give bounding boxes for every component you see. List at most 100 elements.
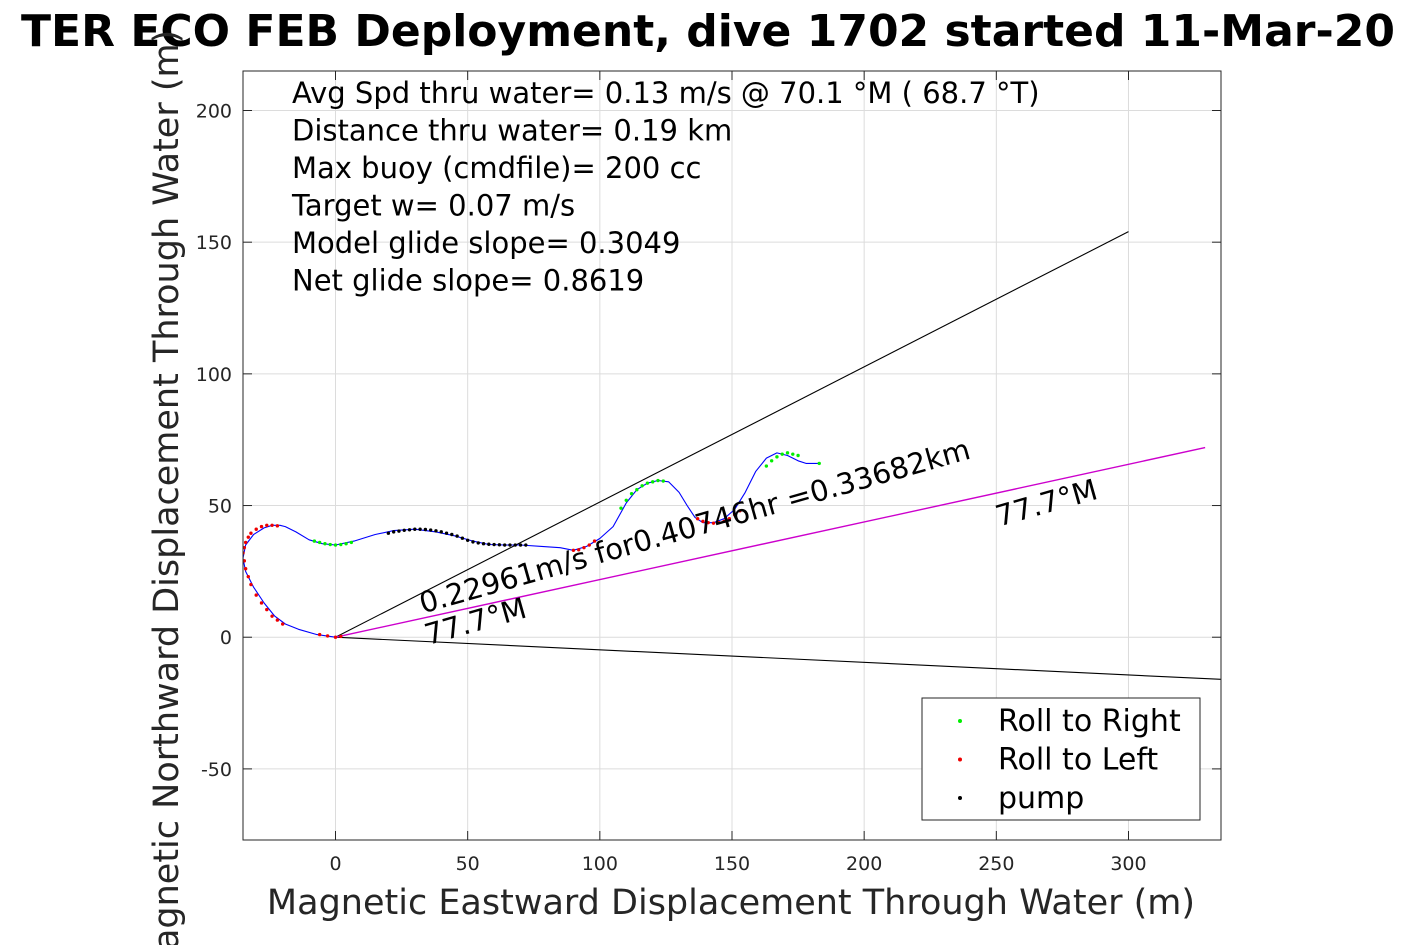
roll-to-right-point [328,542,332,547]
roll-to-left-point [701,519,705,524]
roll-to-left-point [722,519,726,524]
roll-to-right-point [619,506,623,510]
roll-to-right-point [317,540,322,545]
pump-point [481,542,486,546]
pump-point [434,529,438,533]
roll-to-right-point [764,464,769,468]
pump-point [487,542,491,546]
roll-to-left-point [727,517,732,521]
info-line: Max buoy (cmdfile)= 200 cc [292,151,701,185]
x-tick-label: 250 [978,853,1014,875]
axes-box [242,70,1222,841]
pump-point [502,543,507,547]
x-tick-label: 50 [456,853,480,875]
x-tick-label: 150 [714,853,750,875]
pump-point [492,542,496,547]
x-tick-label: 200 [846,853,882,875]
roll-to-right-point [629,491,634,496]
roll-to-left-point [259,524,264,529]
pump-point [418,527,422,531]
roll-to-left-point [243,540,248,545]
pump-point [450,532,454,537]
roll-to-left-point [270,614,274,618]
legend-label-roll-to-left: Roll to Left [998,743,1158,778]
roll-to-right-point [661,479,665,483]
legend-marker-roll-to-left [958,757,962,762]
roll-to-right-point [339,542,343,547]
roll-to-right-point [645,481,650,485]
y-tick-label: 0 [220,627,232,649]
roll-to-left-point [254,593,258,597]
x-tick-label: 300 [1110,853,1146,875]
pump-point [455,534,459,538]
roll-to-right-point [635,488,639,492]
roll-to-left-point [265,523,269,527]
roll-to-left-point [717,520,721,525]
y-tick-label: 100 [196,364,232,386]
pump-point [423,527,428,532]
roll-to-right-point [796,453,800,458]
chart-title: TER ECO FEB Deployment, dive 1702 starte… [21,6,1395,57]
info-line: Net glide slope= 0.8619 [292,264,644,298]
data-layer [243,231,1221,680]
pump-point [518,543,523,547]
roll-to-left-point [695,517,700,521]
roll-to-right-point [775,455,779,459]
info-line: Avg Spd thru water= 0.13 m/s @ 70.1 °M (… [292,76,1040,110]
roll-to-right-point [349,540,354,545]
legend-marker-pump [958,796,962,800]
roll-to-left-point [265,607,269,612]
roll-to-right-point [785,451,790,455]
roll-to-left-point [243,559,247,563]
roll-to-left-point [333,635,338,639]
roll-to-left-point [275,618,280,622]
pump-point [439,530,443,534]
pump-point [402,528,406,532]
roll-to-left-point [280,622,285,626]
y-tick-label: 150 [196,232,232,254]
roll-to-left-point [706,520,710,525]
reference-line-2 [335,446,1206,638]
grid [243,71,1221,840]
legend-label-roll-to-right: Roll to Right [998,704,1181,739]
roll-to-right-point [323,542,327,546]
roll-to-left-point [711,521,716,525]
roll-to-left-point [325,634,330,638]
roll-to-right-point [333,543,338,547]
pump-point [476,541,480,545]
roll-to-right-point [344,542,348,546]
legend-box [921,697,1201,821]
roll-to-left-point [243,545,247,550]
roll-to-left-point [738,509,742,513]
roll-to-right-point [769,459,774,463]
pump-point [508,543,512,547]
roll-to-right-point [651,480,655,484]
pump-point [391,530,396,534]
roll-to-left-point [317,632,322,637]
y-axis-label: Magnetic Northward Displacement Through … [147,30,187,945]
pump-point [513,543,517,547]
pump-point [413,527,417,531]
x-tick-label: 100 [582,853,618,875]
roll-to-left-point [275,524,280,528]
reference-line-1 [335,636,1221,680]
roll-to-left-point [254,527,258,531]
pump-point [397,529,401,533]
y-tick-label: 50 [208,496,232,518]
x-axis-label: Magnetic Eastward Displacement Through W… [267,883,1195,923]
roll-to-left-point [592,539,597,543]
roll-to-right-point [656,478,660,483]
pump-point [465,538,470,543]
y-tick-label: 200 [196,101,232,123]
roll-to-left-point [249,531,253,535]
roll-to-right-point [624,498,628,502]
info-text-block: Avg Spd thru water= 0.13 m/s @ 70.1 °M (… [291,76,1040,298]
roll-to-left-point [243,567,248,571]
pump-point [471,540,475,544]
roll-to-right-point [817,461,821,466]
roll-to-right-point [312,539,317,543]
legend-label-pump: pump [998,781,1084,816]
pump-point [460,536,465,540]
